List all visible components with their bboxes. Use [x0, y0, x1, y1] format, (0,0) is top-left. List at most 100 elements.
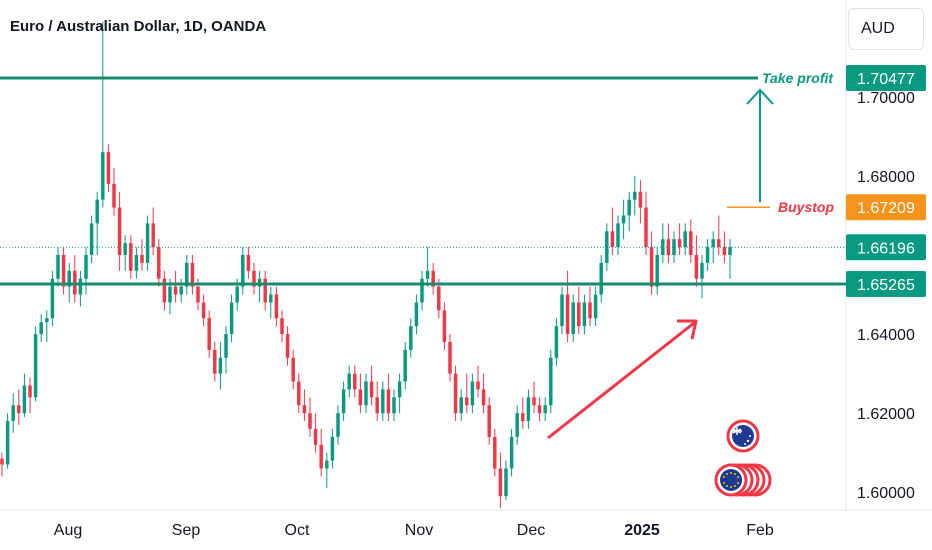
candle	[683, 223, 687, 255]
candle	[465, 373, 469, 414]
candle-body	[470, 381, 475, 406]
candle-body	[325, 460, 329, 469]
candle-body	[229, 302, 234, 335]
candle	[711, 231, 715, 263]
candle-body	[269, 294, 273, 303]
candle	[5, 413, 10, 469]
candle	[364, 373, 368, 414]
candle	[582, 294, 587, 335]
time-axis[interactable]: Aug Sep Oct Nov Dec 2025 Feb	[54, 522, 774, 539]
candle	[162, 270, 167, 311]
candle	[106, 144, 111, 192]
candle-body	[722, 247, 727, 255]
candle	[229, 294, 234, 342]
candle	[655, 247, 659, 295]
candle	[336, 405, 340, 445]
candle-body	[5, 421, 10, 465]
candle-body	[554, 326, 559, 358]
candle	[672, 231, 676, 263]
candle	[459, 389, 463, 422]
candle-body	[493, 436, 497, 469]
time-tick-label: 2025	[624, 522, 660, 539]
price-tag-box	[846, 194, 926, 221]
candle-body	[39, 322, 43, 335]
candle	[252, 262, 256, 295]
candle	[347, 365, 351, 398]
price-tag-box	[846, 234, 926, 261]
candle-body	[246, 255, 251, 271]
australia-flag-icon[interactable]	[726, 419, 760, 453]
candle	[577, 286, 581, 335]
candle	[509, 428, 514, 477]
candle	[263, 270, 267, 311]
red-arrow-head	[677, 319, 698, 340]
candle-body	[414, 302, 419, 327]
candle-body	[168, 286, 172, 303]
candle	[487, 397, 491, 445]
candle	[213, 341, 217, 382]
candle-body	[330, 436, 335, 461]
candle-body	[593, 294, 598, 319]
candle-body	[297, 381, 301, 406]
candle-body	[95, 199, 99, 224]
candle-body	[437, 286, 441, 311]
candle	[95, 191, 99, 255]
candle	[145, 215, 150, 271]
candle	[571, 294, 575, 342]
support-price-tag: 1.65265	[846, 271, 926, 298]
candle-body	[425, 270, 430, 279]
currency-label: AUD	[861, 20, 895, 37]
candle-body	[145, 223, 150, 263]
candle	[369, 365, 374, 406]
candle-body	[196, 286, 200, 303]
candle-body	[403, 349, 407, 382]
candle	[308, 397, 312, 437]
candle-body	[459, 397, 463, 414]
candle-body	[526, 397, 531, 422]
candle-body	[705, 247, 710, 263]
candle	[481, 373, 486, 414]
european-union-flag-stack-icon[interactable]	[714, 463, 772, 497]
candle-body	[274, 294, 279, 319]
price-tag-label: 1.67209	[857, 200, 915, 217]
candle	[638, 179, 643, 224]
candle-body	[521, 413, 525, 422]
candle	[353, 365, 357, 398]
candle-body	[616, 223, 620, 248]
candle	[280, 310, 284, 342]
candle-body	[537, 405, 542, 414]
candle-body	[465, 397, 469, 406]
candle-body	[162, 278, 167, 303]
candle	[17, 389, 21, 425]
price-tags: 1.70477 1.67209 1.66196 1.65265	[846, 65, 926, 298]
candle	[375, 381, 379, 422]
candle	[325, 452, 329, 489]
candle-body	[280, 318, 284, 335]
candle	[358, 373, 363, 414]
price-tick-label: 1.62000	[857, 406, 915, 423]
candle	[285, 326, 290, 366]
candle	[140, 239, 144, 271]
candle-body	[481, 389, 486, 406]
candle-body	[700, 262, 704, 279]
candle	[677, 223, 682, 255]
candle	[381, 381, 385, 422]
candle-body	[151, 223, 155, 248]
candle-body	[381, 389, 385, 414]
candle	[78, 270, 83, 307]
candle	[269, 286, 273, 319]
candle	[297, 373, 301, 414]
currency-selector[interactable]: AUD	[848, 8, 924, 50]
take-profit-label: Take profit	[762, 70, 834, 86]
candle	[588, 286, 592, 327]
candle	[521, 397, 525, 429]
candle-body	[336, 413, 340, 437]
candle-body	[341, 389, 346, 414]
price-tag-box	[846, 271, 926, 298]
candlestick-series	[0, 21, 732, 509]
candle	[134, 247, 139, 279]
red-trend-arrow	[547, 319, 698, 440]
candle	[554, 318, 559, 366]
price-levels	[0, 76, 846, 286]
